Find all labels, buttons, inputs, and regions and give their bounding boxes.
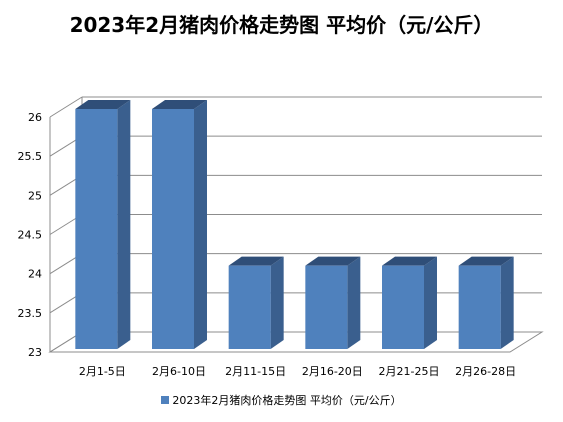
- x-tick-label: 2月6-10日: [152, 365, 206, 378]
- y-tick-label: 24: [28, 268, 42, 281]
- bar-side: [424, 256, 437, 349]
- x-tick-label: 2月1-5日: [79, 365, 126, 378]
- x-tick-label: 2月26-28日: [455, 365, 516, 378]
- y-tick-label: 26: [28, 111, 42, 124]
- bar-top: [382, 256, 437, 266]
- bar-side: [194, 100, 207, 349]
- bar-top: [75, 100, 131, 109]
- bar-side: [117, 100, 131, 349]
- bar-top: [305, 256, 361, 266]
- legend-swatch: [161, 396, 170, 404]
- y-tick-label: 23.5: [18, 307, 43, 320]
- bar-side: [347, 256, 361, 349]
- y-tick-label: 25: [28, 189, 42, 202]
- legend: 2023年2月猪肉价格走势图 平均价（元/公斤）: [0, 392, 563, 408]
- x-tick-label: 2月11-15日: [225, 365, 286, 378]
- bar: [458, 265, 501, 349]
- y-tick-label: 25.5: [18, 150, 43, 163]
- y-tick-label: 24.5: [18, 229, 43, 242]
- bar-top: [152, 100, 207, 109]
- x-tick-label: 2月16-20日: [302, 365, 363, 378]
- bar-top: [458, 256, 514, 266]
- bar: [382, 265, 424, 349]
- legend-label: 2023年2月猪肉价格走势图 平均价（元/公斤）: [172, 394, 402, 407]
- bar: [228, 265, 271, 349]
- bar: [75, 109, 118, 349]
- gridline-side: [49, 96, 83, 118]
- bar: [152, 109, 194, 349]
- bar-side: [270, 256, 284, 349]
- chart-title: 2023年2月猪肉价格走势图 平均价（元/公斤）: [69, 13, 494, 37]
- x-tick-label: 2月21-25日: [379, 365, 440, 378]
- y-tick-label: 23: [28, 346, 42, 359]
- chart-floor: [48, 331, 544, 353]
- bar-side: [500, 256, 514, 349]
- bar-top: [228, 256, 284, 266]
- bar: [305, 265, 348, 349]
